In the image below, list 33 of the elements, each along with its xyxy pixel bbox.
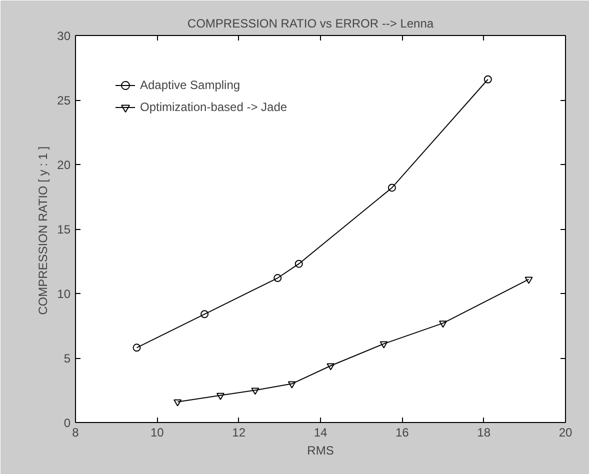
y-tick-label: 10 xyxy=(57,287,71,301)
point xyxy=(439,320,447,328)
x-axis-title: RMS xyxy=(307,444,334,458)
legend-label: Adaptive Sampling xyxy=(140,78,240,92)
y-tick-label: 20 xyxy=(57,158,71,172)
point xyxy=(484,75,492,84)
point xyxy=(216,392,224,400)
x-tick-label: 20 xyxy=(558,426,572,440)
point xyxy=(524,276,533,284)
legend-label: Optimization-based -> Jade xyxy=(140,100,288,114)
point xyxy=(174,399,182,406)
point xyxy=(326,363,335,370)
point xyxy=(388,184,396,192)
x-tick-label: 10 xyxy=(150,426,164,440)
chart-title: COMPRESSION RATIO vs ERROR --> Lenna xyxy=(187,16,434,30)
y-tick-label: 30 xyxy=(57,29,71,43)
y-axis-title: COMPRESSION RATIO [ y : 1 ] xyxy=(36,146,50,315)
x-tick-label: 12 xyxy=(232,426,246,440)
y-tick-label: 5 xyxy=(64,352,71,366)
x-tick-label: 18 xyxy=(477,426,491,440)
point xyxy=(274,274,282,282)
y-tick-label: 25 xyxy=(57,94,71,108)
point xyxy=(251,388,260,395)
point xyxy=(294,260,303,268)
x-tick-label: 8 xyxy=(72,426,80,440)
x-tick-label: 16 xyxy=(395,426,410,440)
point xyxy=(288,381,296,388)
point xyxy=(200,310,209,318)
x-tick-label: 14 xyxy=(314,426,328,440)
point xyxy=(380,341,388,348)
y-tick-label: 0 xyxy=(64,416,71,430)
point xyxy=(132,344,141,352)
y-tick-label: 15 xyxy=(57,222,71,236)
